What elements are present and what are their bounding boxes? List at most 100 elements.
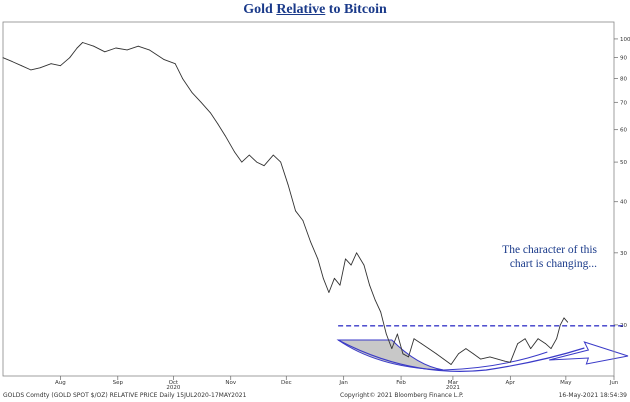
data-point [530,348,532,349]
data-point [137,45,139,47]
data-point [104,51,106,53]
data-point [263,165,265,167]
x-tick-label: Dec [281,380,292,386]
data-point [408,356,409,358]
data-point [76,47,78,49]
data-point [126,49,128,51]
data-point [428,348,430,349]
data-point [310,241,311,242]
saucer-inner-curve [443,351,548,371]
x-tick-label: Nov [225,380,236,386]
y-tick-label: 80 [620,77,627,83]
data-point [421,343,422,344]
data-point [256,161,258,163]
series-line [2,42,569,365]
y-tick-label: 40 [620,200,627,206]
data-point [280,161,282,163]
annotation-line-1: The character of this [502,244,597,256]
data-point [21,65,22,67]
chart-footer: GOLDS Comdty (GOLD SPOT $/OZ) RELATIVE P… [0,389,630,402]
data-point [380,311,382,313]
data-point [302,220,304,221]
data-point [397,333,398,335]
data-point [443,358,445,360]
data-point [350,264,352,266]
title-pre: Gold [243,2,277,17]
y-tick-label: 30 [620,251,627,257]
x-tick-label: Jun [609,380,619,386]
data-point [472,353,474,355]
data-point [328,292,330,293]
saucer-outer-curve [337,339,585,372]
data-point [563,317,565,319]
data-point [2,57,4,59]
y-tick-label: 70 [620,100,627,106]
data-point [317,258,319,260]
data-point [556,338,557,340]
data-point [497,358,498,360]
data-point [402,353,404,355]
data-point [322,277,324,279]
x-tick-label: Aug [55,380,66,386]
y-tick-label: 60 [620,128,627,134]
y-tick-label: 100 [620,37,630,43]
breakout-arrow [549,341,629,365]
footer-copyright: Copyright© 2021 Bloomberg Finance L.P. [340,392,464,399]
data-point [200,101,202,103]
data-point [241,161,243,163]
data-point [115,47,117,49]
data-point [295,210,296,212]
data-point [559,324,561,326]
x-tick-label: Jan [338,380,348,386]
data-point [480,358,482,360]
data-point [524,338,526,340]
data-point [356,252,357,254]
data-point [345,258,346,260]
data-point [517,343,519,344]
y-tick-label: 50 [620,160,627,166]
x-tick-label: Apr [506,380,516,386]
data-point [82,42,83,43]
data-point [334,277,335,279]
data-point [182,78,184,79]
data-point [224,135,226,137]
data-point [69,57,71,59]
data-point [550,348,552,349]
data-point [504,360,506,362]
data-point [385,333,387,335]
data-point [93,45,95,47]
title-post: to Bitcoin [325,2,387,17]
footer-timestamp: 16-May-2021 18:54:39 [558,392,627,399]
data-point [374,299,376,301]
data-point [217,123,219,125]
plot-frame [2,21,615,377]
saucer-left-fill [336,339,444,371]
chart-title: Gold Relative to Bitcoin [0,2,630,18]
x-tick-label: May [560,380,572,386]
data-point [163,59,165,60]
title-underlined: Relative [276,2,326,17]
x-tick-label: Mar [448,380,459,386]
data-point [39,67,41,69]
data-point [509,361,511,363]
data-point [489,356,491,358]
data-point [413,338,415,340]
data-point [369,284,370,286]
y-tick-label: 90 [620,56,627,62]
data-point [435,353,437,355]
chart-annotation: The character of this chart is changing.… [427,243,597,271]
data-point [363,264,365,266]
data-point [210,112,211,114]
data-point [545,343,546,344]
data-point [465,348,467,349]
x-tick-label: Feb [396,380,406,386]
data-point [191,92,193,93]
x-tick-label: Sep [113,380,124,386]
data-point [234,151,235,153]
annotation-line-2: chart is changing... [509,258,597,270]
data-point [248,154,250,156]
data-point [50,63,52,65]
data-point [450,364,452,365]
data-point [60,65,61,67]
